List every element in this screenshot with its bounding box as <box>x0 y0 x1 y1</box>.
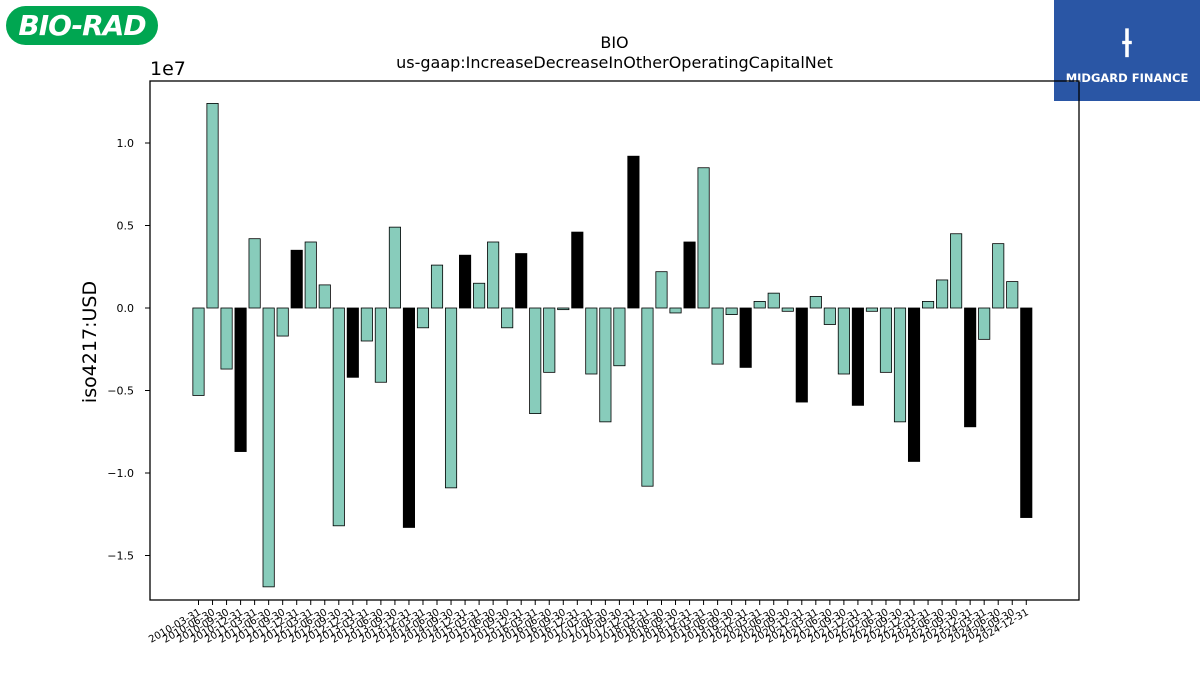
bar-2012-09-30 <box>332 307 345 527</box>
bar-2018-09-30 <box>669 307 682 314</box>
bar-2024-06-30 <box>992 243 1005 309</box>
bar-2014-03-31 <box>416 307 430 329</box>
bar-2015-06-30 <box>487 241 500 309</box>
bar-2014-06-30 <box>430 264 444 309</box>
bar-2015-03-31 <box>473 282 486 309</box>
bars-group <box>192 103 1033 588</box>
bar-2020-09-30 <box>781 307 794 312</box>
bar-2023-09-30 <box>950 233 963 309</box>
x-axis: 2010-03-312010-06-302010-09-302010-12-31… <box>147 600 1031 646</box>
bar-2021-06-30 <box>823 307 836 325</box>
bar-2020-03-31 <box>753 300 766 309</box>
bar-2024-12-31 <box>1020 307 1033 518</box>
bar-2014-09-30 <box>444 307 458 489</box>
bar-2024-03-31 <box>978 307 991 340</box>
bar-2022-06-30 <box>879 307 893 373</box>
plot-frame <box>149 80 1080 601</box>
bar-2014-12-31 <box>459 254 472 309</box>
midgard-logo-icon: ⟊ <box>1121 20 1133 66</box>
y-tick-label: −1.5 <box>107 550 134 563</box>
bar-2021-03-31 <box>809 296 822 309</box>
bar-2016-09-30 <box>557 307 570 311</box>
chart-title: BIO <box>600 33 628 52</box>
bar-2018-03-31 <box>641 307 654 487</box>
bar-2012-03-31 <box>304 241 317 309</box>
bar-2010-06-30 <box>206 103 219 309</box>
bar-2017-03-31 <box>585 307 598 375</box>
bar-2023-12-31 <box>964 307 977 428</box>
bar-2017-09-30 <box>613 307 626 367</box>
bar-2017-06-30 <box>599 307 612 423</box>
y-tick-label: −1.0 <box>107 467 134 480</box>
bar-2013-12-31 <box>402 307 415 528</box>
midgard-logo-text: MIDGARD FINANCE <box>1065 71 1189 85</box>
y-axis-label: iso4217:USD <box>79 281 101 403</box>
bar-2022-12-31 <box>907 307 921 462</box>
y-tick-label: 1.0 <box>117 137 135 150</box>
bar-2010-03-31 <box>192 307 205 396</box>
bio-rad-logo: BIO-RAD <box>6 6 158 45</box>
bar-2019-03-31 <box>697 167 710 309</box>
bar-2018-06-30 <box>655 271 668 309</box>
bio-rad-logo-text: BIO-RAD <box>18 9 146 42</box>
bar-2013-06-30 <box>374 307 387 383</box>
bar-2016-03-31 <box>529 307 542 414</box>
y-tick-label: −0.5 <box>107 385 134 398</box>
bar-2011-09-30 <box>276 307 289 337</box>
bar-2010-12-31 <box>234 307 247 452</box>
chart-subtitle: us-gaap:IncreaseDecreaseInOtherOperating… <box>396 53 833 72</box>
bar-2010-09-30 <box>220 307 233 370</box>
bar-2020-06-30 <box>767 292 780 309</box>
midgard-finance-logo: ⟊ MIDGARD FINANCE <box>1054 0 1200 101</box>
bar-2021-12-31 <box>851 307 864 406</box>
bar-2016-12-31 <box>571 231 584 309</box>
y-tick-label: 0.0 <box>117 302 135 315</box>
bar-2023-03-31 <box>922 300 935 309</box>
bar-2022-09-30 <box>893 307 907 423</box>
bar-2020-12-31 <box>795 307 808 403</box>
bar-2013-03-31 <box>360 307 373 342</box>
y-tick-label: 0.5 <box>117 220 135 233</box>
bar-2019-06-30 <box>711 307 724 365</box>
bar-2021-09-30 <box>837 307 850 375</box>
bar-2019-09-30 <box>725 307 738 315</box>
y-axis: 1.0 0.5 0.0 −0.5 −1.0 −1.5 <box>107 137 150 563</box>
bar-2015-12-31 <box>515 253 528 309</box>
bar-2015-09-30 <box>501 307 514 329</box>
bar-2011-03-31 <box>248 238 261 309</box>
bar-2016-06-30 <box>543 307 556 373</box>
bar-2023-06-30 <box>936 279 949 309</box>
bar-2019-12-31 <box>739 307 752 368</box>
bar-2011-06-30 <box>262 307 275 588</box>
bar-2012-06-30 <box>318 284 331 309</box>
bar-2012-12-31 <box>346 307 359 378</box>
bar-2018-12-31 <box>683 241 696 309</box>
y-multiplier-label: 1e7 <box>150 58 186 80</box>
bar-2017-12-31 <box>627 155 640 309</box>
bar-2011-12-31 <box>290 249 303 309</box>
bar-2024-09-30 <box>1006 281 1019 309</box>
bar-2013-09-30 <box>388 226 401 309</box>
bar-2022-03-31 <box>865 307 878 312</box>
